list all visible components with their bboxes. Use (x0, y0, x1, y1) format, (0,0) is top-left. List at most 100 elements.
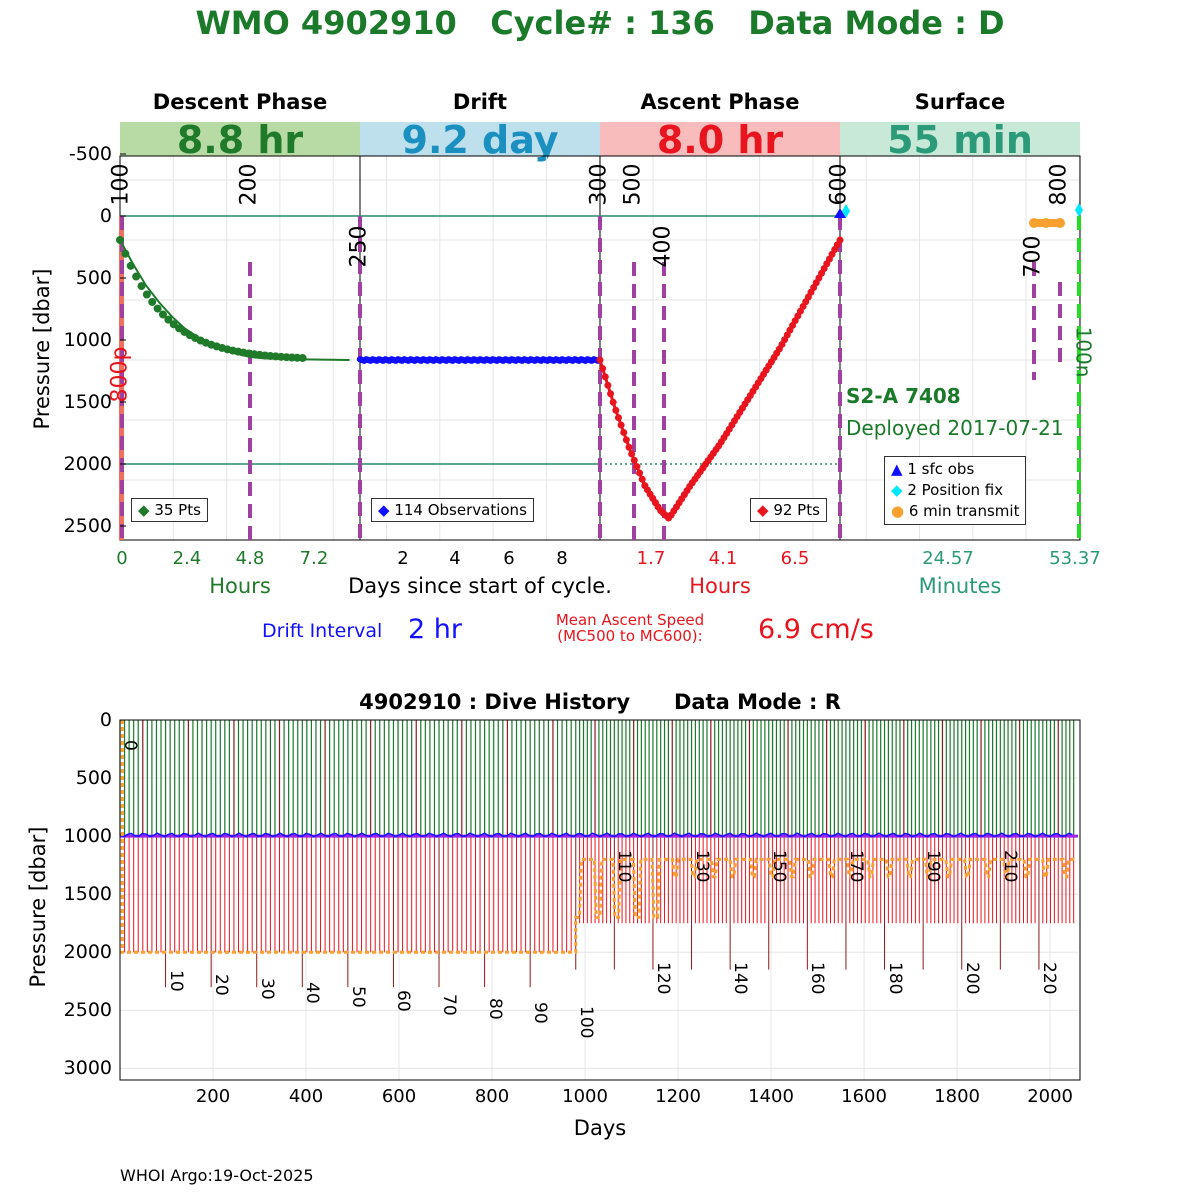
top-ytick: -500 (68, 143, 112, 165)
ascent-point (609, 398, 617, 406)
cycle-label: 210 (1000, 850, 1021, 883)
phase-surface-header: Surface (914, 90, 1006, 114)
bottom-xtick: 1800 (934, 1086, 980, 1107)
surface-legend-row: ◆ 2 Position fix (891, 480, 1019, 501)
bottom-ytick: 1500 (63, 883, 112, 906)
drift-interval-label: Drift Interval (262, 620, 383, 642)
transmit-marker (1041, 218, 1051, 228)
ascent-xtick: 4.1 (708, 548, 738, 569)
bottom-xtick: 1400 (748, 1086, 794, 1107)
cycle-label: 160 (807, 962, 828, 995)
ascent-point (601, 373, 609, 381)
descent-xtick: 4.8 (235, 548, 265, 569)
cycle-label: 150 (768, 850, 789, 883)
position-fix-marker (842, 204, 850, 218)
cycle-label: 0 (120, 740, 140, 751)
mission-code-lines (120, 216, 1062, 540)
ascent-series (596, 236, 844, 522)
descent-point (158, 310, 167, 319)
ascent-point (604, 381, 612, 389)
cycle-label: 20 (211, 974, 232, 996)
surface-xlabel: Minutes (918, 574, 1002, 598)
bottom-xtick: 1600 (841, 1086, 887, 1107)
ascent-point (636, 469, 644, 477)
transmit-marker (1055, 218, 1065, 228)
top-ytick: 1000 (63, 329, 112, 351)
ascent-point (607, 390, 615, 398)
bottom-xtick: 200 (195, 1086, 231, 1107)
bottom-ytick: 500 (75, 767, 112, 790)
footer-credit: WHOI Argo:19-Oct-2025 (120, 1166, 314, 1185)
cycle-label: 220 (1038, 962, 1059, 995)
diamond-icon: ◆ (891, 481, 903, 499)
cycle-label: 110 (614, 850, 635, 883)
bottom-ytick: 2000 (63, 941, 112, 964)
descent-point (164, 315, 173, 324)
cycle-label: 40 (302, 982, 323, 1004)
sfc-obs-marker (834, 208, 846, 218)
bottom-ytick: 0 (99, 709, 112, 731)
cycle-label: 200 (961, 962, 982, 995)
ascent-point (638, 475, 646, 483)
dive-history-title: 4902910 : Dive History Data Mode : R (359, 690, 841, 714)
bottom-ytick: 2500 (63, 999, 112, 1022)
cycle-label: 90 (530, 1002, 551, 1024)
cycle-label: 170 (845, 850, 866, 883)
ascent-speed-label-line: (MC500 to MC600): (557, 627, 703, 645)
descent-point (142, 290, 151, 299)
descent-point (298, 354, 307, 363)
descent-xtick: 0 (116, 548, 128, 569)
ascent-point (620, 428, 628, 436)
ascent-point (836, 236, 844, 244)
descent-legend-marker: ◆ (138, 501, 150, 519)
position-fix-marker (1075, 203, 1083, 217)
descent-legend: ◆ 35 Pts (131, 498, 208, 522)
cycle-label: 10 (165, 970, 186, 992)
descent-duration-band: 8.8 hr (120, 121, 360, 159)
ascent-xtick: 6.5 (780, 548, 810, 569)
ascent-point (628, 450, 636, 458)
drift-legend: ◆ 114 Observations (371, 498, 534, 522)
surface-xtick: 53.37 (1049, 548, 1101, 569)
bottom-xtick: 1000 (562, 1086, 608, 1107)
descent-point (148, 297, 157, 306)
ascent-point (622, 436, 630, 444)
phase-descent-header: Descent Phase (152, 90, 328, 114)
cycle-label: 120 (652, 962, 673, 995)
drift-legend-marker: ◆ (378, 501, 390, 519)
descent-xtick: 2.4 (172, 548, 202, 569)
descent-series (116, 236, 350, 363)
phase-ascent-header: Ascent Phase (640, 90, 800, 114)
bottom-xtick: 600 (381, 1086, 417, 1107)
surface-legend: ▲ 1 sfc obs ◆ 2 Position fix ● 6 min tra… (884, 456, 1027, 525)
drift-xlabel: Days since start of cycle. (348, 574, 612, 598)
bottom-chart-frame (119, 719, 1081, 1081)
ascent-point (614, 414, 622, 422)
surface-legend-row: ● 6 min transmit (891, 501, 1019, 522)
ascent-point (612, 406, 620, 414)
ascent-legend-marker: ◆ (757, 501, 769, 519)
ascent-speed-value: 6.9 cm/s (758, 614, 874, 645)
bottom-xtick: 1200 (655, 1086, 701, 1107)
dive-lines (119, 720, 1078, 954)
surface-xtick: 24.57 (922, 548, 974, 569)
top-ytick: 2000 (63, 453, 112, 475)
bottom-ytick: 3000 (63, 1057, 112, 1080)
bottom-ytick: 1000 (63, 825, 112, 848)
cycle-label: 70 (439, 994, 460, 1016)
descent-point (126, 261, 135, 270)
top-ytick: 0 (99, 205, 112, 227)
triangle-icon: ▲ (891, 460, 903, 478)
cycle-label: 30 (256, 978, 277, 1000)
cycle-label: 130 (691, 850, 712, 883)
ascent-xtick: 1.7 (636, 548, 666, 569)
surface-legend-text: 2 Position fix (907, 481, 1004, 499)
surface-legend-text: 1 sfc obs (907, 460, 975, 478)
ascent-point (599, 364, 607, 372)
top-y-ticks (120, 153, 126, 527)
descent-point (137, 282, 146, 291)
ascent-speed-label: Mean Ascent Speed (MC500 to MC600): (540, 612, 720, 644)
top-ytick: 2500 (63, 515, 112, 537)
ascent-point (630, 456, 638, 464)
transmit-marker (1029, 218, 1039, 228)
